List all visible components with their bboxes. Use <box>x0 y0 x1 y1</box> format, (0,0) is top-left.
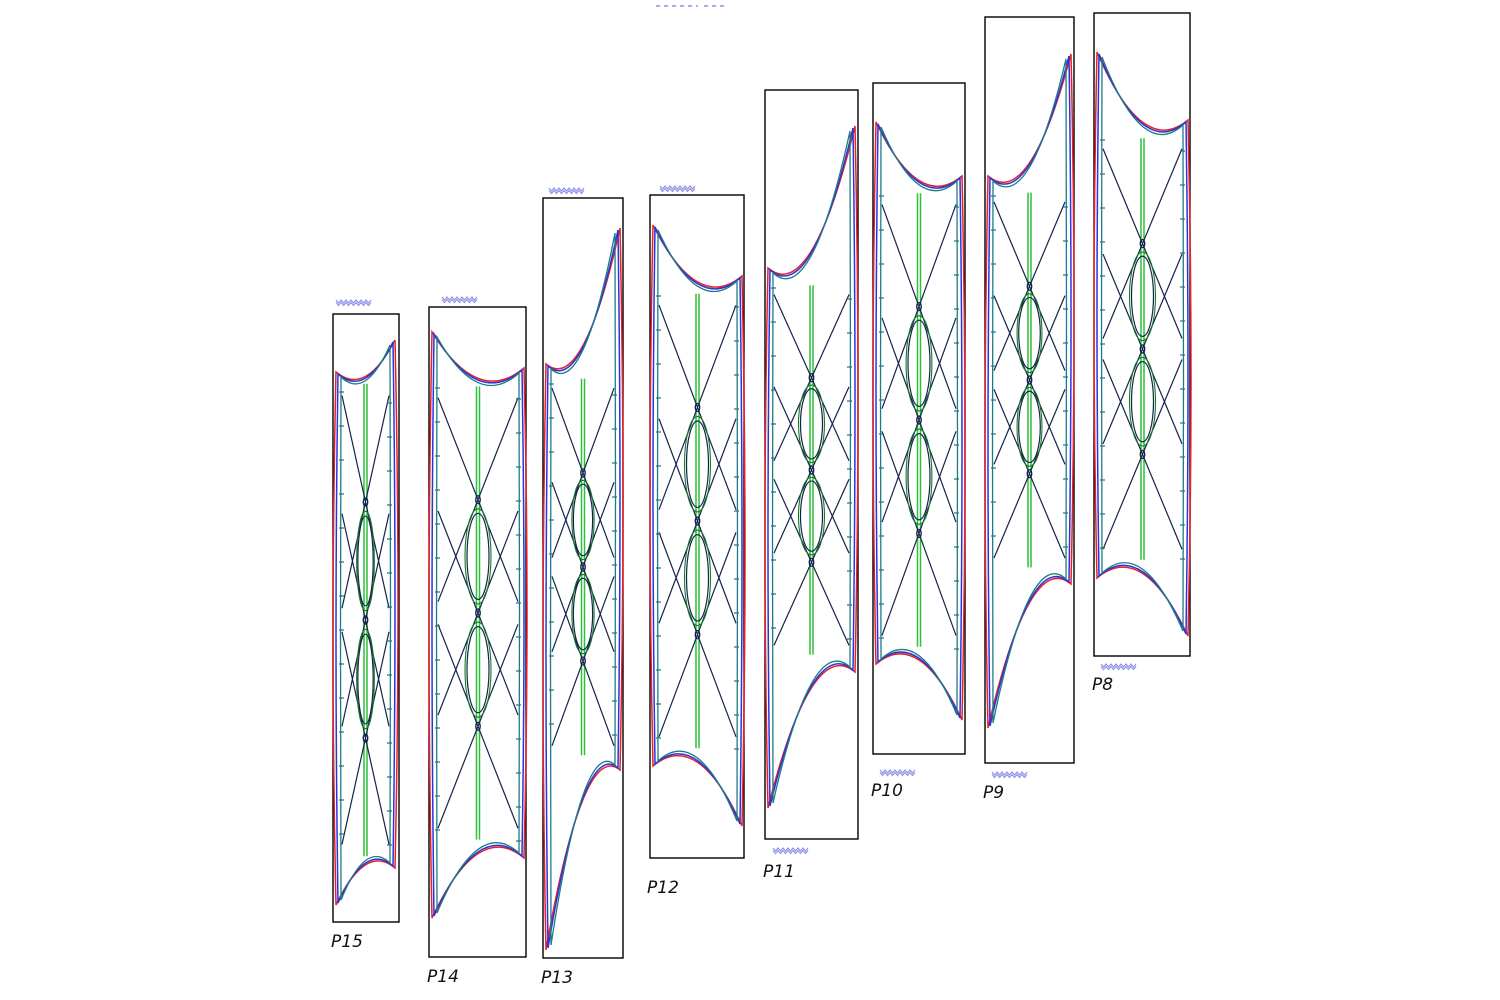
p14-lens-seam <box>464 621 492 718</box>
p12-lens-seam <box>683 415 712 513</box>
p9-frame <box>984 16 1075 764</box>
p13-outer-outline <box>542 227 624 951</box>
p13-lens-seam <box>571 479 595 561</box>
pattern-panel-p9: P9 <box>983 16 1075 803</box>
p15-inner-outline <box>335 341 396 904</box>
p11-inner-outline <box>767 127 856 807</box>
p15-strut-lines <box>341 395 390 845</box>
p10-label: P10 <box>871 781 903 801</box>
p14-offset-outline <box>435 334 521 914</box>
p10-squiggle-mark <box>879 769 916 777</box>
p11-frame <box>764 89 859 840</box>
p15-offset-outline <box>339 344 392 901</box>
p9-lens-seam <box>1016 293 1043 374</box>
p8-squiggle-mark <box>1100 663 1137 671</box>
p9-lens-opening <box>1018 390 1041 464</box>
p13-offset-outline <box>549 232 617 946</box>
pattern-panel-p13: P13 <box>541 197 624 988</box>
pattern-panel-p15: P15 <box>331 313 400 952</box>
p15-label: P15 <box>331 932 363 952</box>
p10-inner-outline <box>875 123 963 719</box>
p8-outer-outline <box>1093 51 1192 637</box>
p9-squiggle-mark <box>991 771 1028 779</box>
p15-squiggle-mark <box>335 299 372 307</box>
p14-lens-seam <box>464 508 492 605</box>
p14-lens-opening <box>466 512 490 601</box>
p12-lens-seam <box>683 529 712 627</box>
p11-lens-opening <box>799 388 824 460</box>
p10-strut-lines <box>881 204 957 636</box>
p12-edge-ticks <box>656 295 739 750</box>
p9-label: P9 <box>983 783 1004 803</box>
p11-edge-ticks <box>771 287 852 640</box>
p13-squiggle-mark <box>548 187 585 195</box>
p8-edge-ticks <box>1100 139 1185 560</box>
p10-lens-seam <box>905 428 933 525</box>
p10-edge-ticks <box>879 195 959 650</box>
p10-lens-opening <box>907 319 931 407</box>
panels-layer: P15 P14 P13 P12 P11 P10 P9 P8 <box>331 12 1192 988</box>
p12-lens-opening <box>685 534 710 622</box>
p13-lens-seam <box>571 573 595 655</box>
p11-offset-outline <box>771 130 852 804</box>
p12-outer-outline <box>649 224 746 827</box>
p15-edge-ticks <box>339 391 392 846</box>
pattern-panel-p14: P14 <box>427 306 528 987</box>
p12-label: P12 <box>647 878 679 898</box>
p8-lens-seam <box>1128 251 1157 342</box>
p13-lens-opening <box>572 483 594 557</box>
p15-outer-outline <box>332 339 399 906</box>
p8-strut-lines <box>1102 148 1183 550</box>
p10-lens-opening <box>907 433 931 521</box>
p14-label: P14 <box>427 967 459 987</box>
p12-inner-outline <box>652 226 743 825</box>
p15-lens-seam <box>356 628 375 730</box>
p10-outer-outline <box>872 121 966 721</box>
p9-strut-lines <box>993 201 1066 559</box>
pattern-panel-p12: P12 <box>647 194 746 898</box>
p14-frame <box>428 306 527 958</box>
p12-strut-lines <box>658 304 737 738</box>
p9-lens-seam <box>1016 386 1043 467</box>
p11-label: P11 <box>763 862 795 882</box>
p12-lens-opening <box>685 420 710 508</box>
p11-lens-opening <box>799 480 824 552</box>
p11-lens-seam <box>797 384 826 464</box>
p8-frame <box>1093 12 1191 657</box>
p8-label: P8 <box>1092 675 1113 695</box>
p13-strut-lines <box>551 388 615 746</box>
p14-outer-outline <box>428 329 528 919</box>
p9-inner-outline <box>987 55 1072 727</box>
p11-strut-lines <box>773 294 850 646</box>
p14-edge-ticks <box>435 387 521 842</box>
p12-offset-outline <box>656 229 739 822</box>
p8-lens-opening <box>1130 361 1155 443</box>
p11-outer-outline <box>764 125 859 809</box>
p13-lens-opening <box>572 577 594 651</box>
p13-label: P13 <box>541 968 573 988</box>
p9-offset-outline <box>991 58 1068 724</box>
p8-inner-outline <box>1096 53 1189 635</box>
p15-lens-opening <box>357 515 374 607</box>
p8-offset-outline <box>1100 56 1185 632</box>
p9-lens-opening <box>1018 296 1041 370</box>
pattern-panel-p10: P10 <box>871 82 966 801</box>
p14-squiggle-mark <box>441 296 478 304</box>
pattern-panel-p11: P11 <box>763 89 859 882</box>
p14-lens-opening <box>466 625 490 714</box>
p13-edge-ticks <box>549 383 617 736</box>
p12-squiggle-mark <box>659 185 696 193</box>
p15-lens-opening <box>357 633 374 725</box>
p11-lens-seam <box>797 476 826 556</box>
p8-lens-opening <box>1130 255 1155 337</box>
p10-lens-seam <box>905 315 933 412</box>
p11-squiggle-mark <box>772 847 809 855</box>
p14-inner-outline <box>431 331 525 917</box>
p9-edge-ticks <box>991 195 1068 548</box>
pattern-panel-p8: P8 <box>1092 12 1192 695</box>
p15-lens-seam <box>356 510 375 612</box>
p14-strut-lines <box>437 397 519 829</box>
p8-lens-seam <box>1128 356 1157 447</box>
